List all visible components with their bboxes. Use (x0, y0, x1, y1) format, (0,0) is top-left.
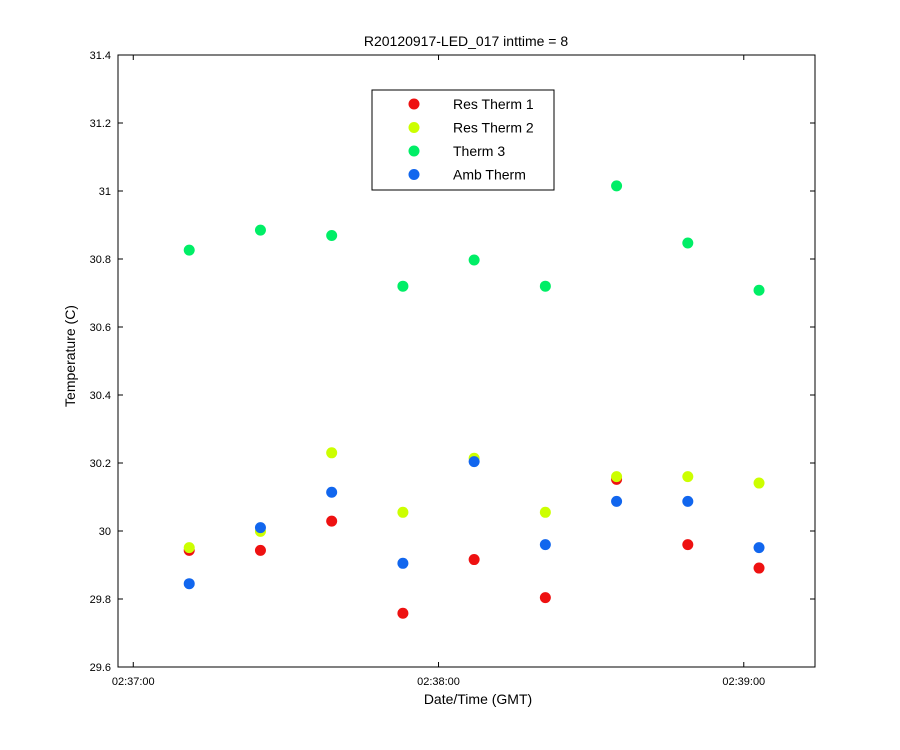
y-tick-label: 31.4 (90, 50, 111, 62)
data-point (326, 515, 338, 527)
legend-box (371, 89, 555, 191)
y-tick-label: 30.8 (90, 254, 111, 266)
data-point (682, 495, 694, 507)
y-axis: 29.6 29.8 30 30.2 30.4 30.6 30.8 31 31.2 31.4 (90, 50, 815, 674)
data-point (183, 578, 195, 590)
y-tick-label: 30.6 (90, 322, 111, 334)
y-tick-label: 31 (99, 186, 111, 198)
y-axis-label: Temperature (C) (62, 305, 78, 407)
data-point (539, 280, 551, 292)
data-point (183, 542, 195, 554)
data-point (326, 230, 338, 242)
legend-marker (408, 169, 420, 180)
data-point (397, 506, 409, 518)
series-res-therm-1 (183, 473, 765, 619)
data-point (682, 471, 694, 483)
data-point (682, 237, 694, 249)
legend-label: Therm 3 (453, 143, 505, 159)
data-point (753, 542, 765, 554)
chart-title: R20120917-LED_017 inttime = 8 (364, 33, 569, 49)
data-points (183, 180, 765, 619)
data-point (397, 557, 409, 569)
data-point (468, 554, 480, 566)
data-point (468, 254, 480, 266)
data-point (183, 244, 195, 256)
legend-marker (408, 145, 420, 157)
data-point (254, 544, 266, 556)
data-point (326, 447, 338, 459)
x-axis-label: Date/Time (GMT) (424, 691, 532, 707)
data-point (753, 477, 765, 489)
x-axis: 02:37:00 02:38:00 02:39:00 (112, 55, 765, 688)
legend-marker (408, 98, 420, 110)
data-point (611, 495, 623, 507)
legend: Res Therm 1 Res Therm 2 Therm 3 Amb Therm (371, 89, 555, 191)
legend-label: Res Therm 2 (453, 120, 534, 136)
y-tick-label: 30 (99, 526, 111, 538)
data-point (254, 224, 266, 236)
data-point (539, 539, 551, 551)
data-point (682, 539, 694, 551)
y-tick-label: 31.2 (90, 118, 111, 130)
data-point (753, 562, 765, 574)
legend-marker (408, 122, 420, 133)
series-amb-therm (183, 456, 765, 590)
data-point (397, 607, 409, 619)
legend-label: Res Therm 1 (453, 96, 534, 112)
data-point (254, 522, 266, 534)
data-point (753, 284, 765, 296)
data-point (468, 456, 480, 468)
y-tick-label: 29.8 (90, 594, 111, 606)
x-tick-label: 02:39:00 (722, 676, 765, 688)
y-tick-label: 30.2 (90, 458, 111, 470)
series-therm-3 (183, 180, 765, 296)
y-tick-label: 29.6 (90, 662, 111, 674)
data-point (326, 486, 338, 498)
data-point (611, 180, 623, 192)
data-point (611, 471, 623, 483)
data-point (539, 592, 551, 604)
y-tick-label: 30.4 (90, 390, 111, 402)
legend-label: Amb Therm (453, 167, 526, 183)
x-tick-label: 02:38:00 (417, 676, 460, 688)
data-point (539, 506, 551, 518)
data-point (397, 280, 409, 292)
x-tick-label: 02:37:00 (112, 676, 155, 688)
